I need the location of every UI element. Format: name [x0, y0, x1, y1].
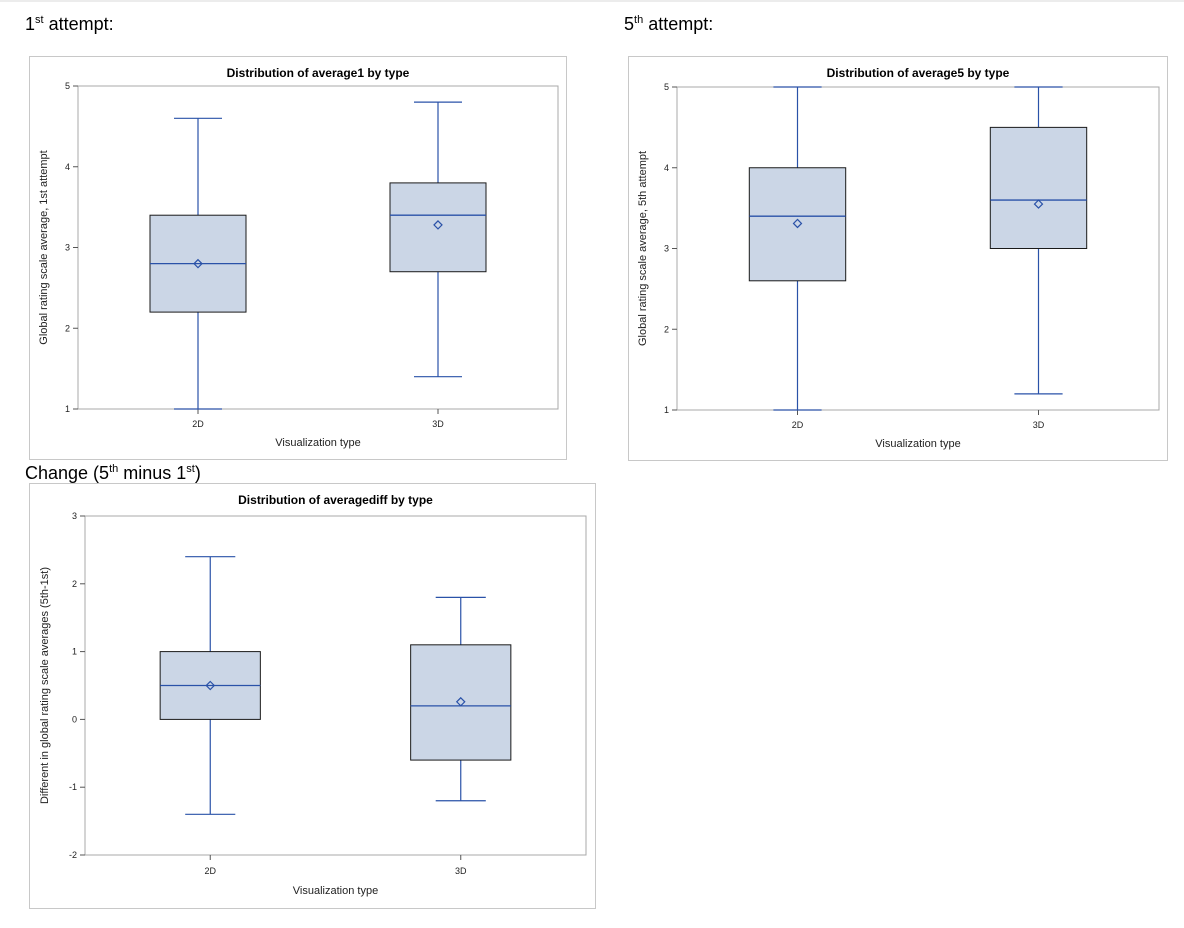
x-axis-label: Visualization type [293, 885, 378, 897]
y-tick-label: 4 [65, 162, 70, 172]
chart-title: Distribution of average5 by type [827, 66, 1010, 80]
x-axis-label: Visualization type [875, 438, 960, 450]
chart-title: Distribution of averagediff by type [238, 493, 433, 507]
iqr-box [748, 167, 847, 282]
iqr-box [389, 182, 487, 273]
x-tick-label: 2D [792, 420, 804, 430]
chart-title: Distribution of average1 by type [227, 66, 410, 80]
boxplot-average1: Distribution of average1 by type 1 2 3 4 5 2D 3… [38, 66, 559, 449]
box-group-3D [410, 596, 512, 802]
x-tick-label: 3D [432, 419, 444, 429]
box-group-3D [989, 86, 1088, 395]
box-group-2D [159, 556, 261, 815]
y-axis-label: Global rating scale average, 5th attempt [637, 151, 649, 346]
y-tick-label: 3 [65, 243, 70, 253]
x-axis-label: Visualization type [275, 437, 360, 449]
y-tick-label: 2 [664, 324, 669, 334]
top-divider [0, 0, 1184, 2]
box-group-3D [389, 101, 487, 378]
x-tick-label: 3D [455, 866, 467, 876]
y-tick-label: 4 [664, 163, 669, 173]
box-group-2D [149, 117, 247, 410]
mean-marker [205, 680, 216, 691]
y-tick-label: 1 [664, 405, 669, 415]
heading-fifth-attempt: 5th attempt: [624, 14, 714, 34]
boxplot-averagediff: Distribution of averagediff by type -2 -1 0… [39, 493, 587, 897]
y-tick-label: 1 [65, 404, 70, 414]
y-tick-label: 2 [65, 323, 70, 333]
mean-marker [1033, 199, 1044, 209]
y-tick-label: 0 [72, 714, 77, 724]
y-axis-label: Different in global rating scale average… [39, 567, 51, 804]
mean-marker [433, 220, 443, 230]
x-tick-label: 3D [1033, 420, 1045, 430]
boxplot-average5: Distribution of average5 by type 1 2 3 4 5 2D 3… [637, 66, 1160, 450]
y-tick-label: 2 [72, 579, 77, 589]
mean-marker [193, 258, 203, 269]
mean-marker [455, 696, 466, 707]
y-tick-label: 3 [72, 511, 77, 521]
iqr-box [989, 126, 1088, 249]
y-tick-label: 5 [65, 81, 70, 91]
heading-change: Change (5th minus 1st) [25, 463, 201, 483]
mean-marker [792, 218, 803, 229]
y-tick-label: 3 [664, 244, 669, 254]
heading-first-attempt: 1st attempt: [25, 14, 114, 34]
y-tick-label: -1 [69, 782, 77, 792]
y-tick-label: 1 [72, 647, 77, 657]
iqr-box [410, 644, 512, 761]
x-tick-label: 2D [204, 866, 216, 876]
chart-panel-average1: Distribution of average1 by type 1 2 3 4 5 2D 3… [29, 56, 567, 460]
y-tick-label: -2 [69, 850, 77, 860]
chart-panel-average5: Distribution of average5 by type 1 2 3 4 5 2D 3… [628, 56, 1168, 461]
y-tick-label: 5 [664, 82, 669, 92]
chart-panel-averagediff: Distribution of averagediff by type -2 -1 0… [29, 483, 596, 909]
box-group-2D [748, 86, 847, 411]
y-axis-label: Global rating scale average, 1st attempt [38, 150, 50, 344]
x-tick-label: 2D [192, 419, 204, 429]
